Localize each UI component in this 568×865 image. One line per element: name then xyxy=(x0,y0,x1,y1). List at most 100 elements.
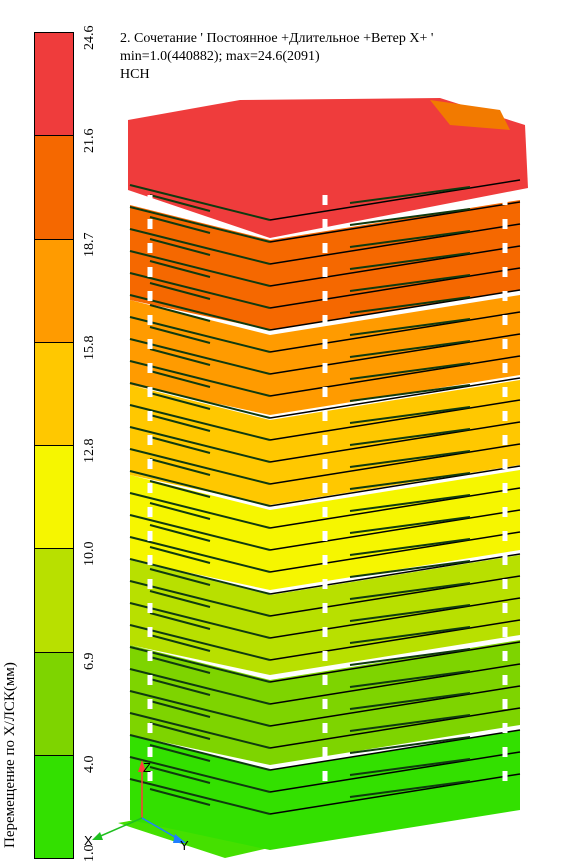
slab-line xyxy=(349,670,471,688)
floor-edge-left xyxy=(129,294,271,331)
legend-tick-label: 4.0 xyxy=(82,755,97,773)
x-axis-arrow xyxy=(95,817,143,839)
slab-line xyxy=(349,340,471,358)
axis-label-z: Z xyxy=(143,760,151,775)
floor-edge-right xyxy=(269,575,521,617)
floor-edge-right xyxy=(269,641,521,683)
floor-edge-right xyxy=(269,663,521,705)
slab-line xyxy=(349,692,471,710)
slab-line xyxy=(149,348,211,366)
slab-line xyxy=(149,216,211,234)
floor-edge-right xyxy=(269,707,521,749)
floor-edge-left xyxy=(129,514,271,551)
floor-edge-right xyxy=(269,399,521,441)
slab-line xyxy=(149,326,211,344)
floor-edge-left xyxy=(129,602,271,639)
slab-line xyxy=(349,186,471,204)
legend-tick-label: 21.6 xyxy=(82,128,97,154)
combination-title: 2. Сочетание ' Постоянное +Длительное +В… xyxy=(120,31,434,46)
slab-line xyxy=(149,788,211,806)
floor-edge-left xyxy=(129,250,271,287)
slab-line xyxy=(149,238,211,256)
floor-edge-left xyxy=(129,184,271,221)
legend-tick-label: 15.8 xyxy=(82,335,97,360)
legend-tick-label: 18.7 xyxy=(82,232,97,257)
floor-edge-right xyxy=(269,685,521,727)
slab-line xyxy=(149,392,211,410)
slab-line xyxy=(349,406,471,424)
slab-line xyxy=(349,758,471,776)
floor-edge-right xyxy=(269,487,521,529)
floor-edge-right xyxy=(269,443,521,485)
y-axis-arrow xyxy=(141,817,181,841)
legend-tick-label: 24.6 xyxy=(82,25,97,51)
floor-edge-left xyxy=(129,338,271,375)
legend-swatch-7 xyxy=(34,32,74,137)
legend-tick-label: 6.9 xyxy=(82,652,97,670)
slab-line xyxy=(149,634,211,652)
floor-edge-left xyxy=(129,448,271,485)
floor-edge-right xyxy=(269,201,521,243)
floor-edge-right xyxy=(269,751,521,793)
floor-edge-right xyxy=(269,311,521,353)
slab-line xyxy=(349,604,471,622)
slab-line xyxy=(149,502,211,520)
floor-edge-right xyxy=(269,289,521,331)
slab-line xyxy=(349,780,471,798)
floor-edge-right xyxy=(269,223,521,265)
floor-edge-left xyxy=(129,712,271,749)
axis-label-y: Y xyxy=(180,838,189,853)
floor-edge-left xyxy=(129,734,271,771)
floor-edge-right xyxy=(269,619,521,661)
slab-line xyxy=(349,648,471,666)
slab-line xyxy=(349,230,471,248)
slab-line xyxy=(349,582,471,600)
floor-edge-right xyxy=(269,465,521,507)
floor-edge-right xyxy=(269,245,521,287)
floor-edge-left xyxy=(129,668,271,705)
roof-opening xyxy=(430,100,510,130)
min-max-readout: min=1.0(440882); max=24.6(2091) xyxy=(120,49,320,64)
legend-swatch-6 xyxy=(34,135,74,240)
legend-swatch-0 xyxy=(34,754,74,859)
standard-label: НСН xyxy=(120,67,150,82)
slab-line xyxy=(149,458,211,476)
floor-edge-left xyxy=(129,382,271,419)
slab-line xyxy=(149,524,211,542)
floor-edge-left xyxy=(129,272,271,309)
axis-label-x: X xyxy=(84,833,93,848)
slab-line xyxy=(349,472,471,490)
slab-line xyxy=(149,612,211,630)
slab-line xyxy=(149,260,211,278)
z-axis-arrowhead xyxy=(138,760,146,772)
slab-line xyxy=(349,428,471,446)
floor-edge-left xyxy=(129,536,271,573)
floor-edge-right xyxy=(269,773,521,815)
slab-line xyxy=(149,700,211,718)
x-axis-arrowhead xyxy=(92,832,103,840)
floor-edge-left xyxy=(129,228,271,265)
slab-line xyxy=(149,546,211,564)
slab-line xyxy=(349,252,471,270)
slab-line xyxy=(349,384,471,402)
slab-line xyxy=(349,736,471,754)
floor-edge-right xyxy=(269,421,521,463)
slab-line xyxy=(349,494,471,512)
slab-line xyxy=(349,450,471,468)
slab-line xyxy=(149,282,211,300)
floor-edge-right xyxy=(269,597,521,639)
slab-line xyxy=(149,480,211,498)
slab-line xyxy=(349,208,471,226)
legend-swatch-2 xyxy=(34,548,74,653)
y-axis-arrowhead xyxy=(173,834,186,843)
legend-tick-label: 12.8 xyxy=(82,438,97,464)
floor-edge-left xyxy=(129,492,271,529)
slab-line xyxy=(349,626,471,644)
slab-line xyxy=(149,436,211,454)
slab-line xyxy=(349,362,471,380)
floor-edge-left xyxy=(129,624,271,661)
slab-line xyxy=(349,274,471,292)
floor-edge-right xyxy=(269,531,521,573)
floor-edge-left xyxy=(129,426,271,463)
